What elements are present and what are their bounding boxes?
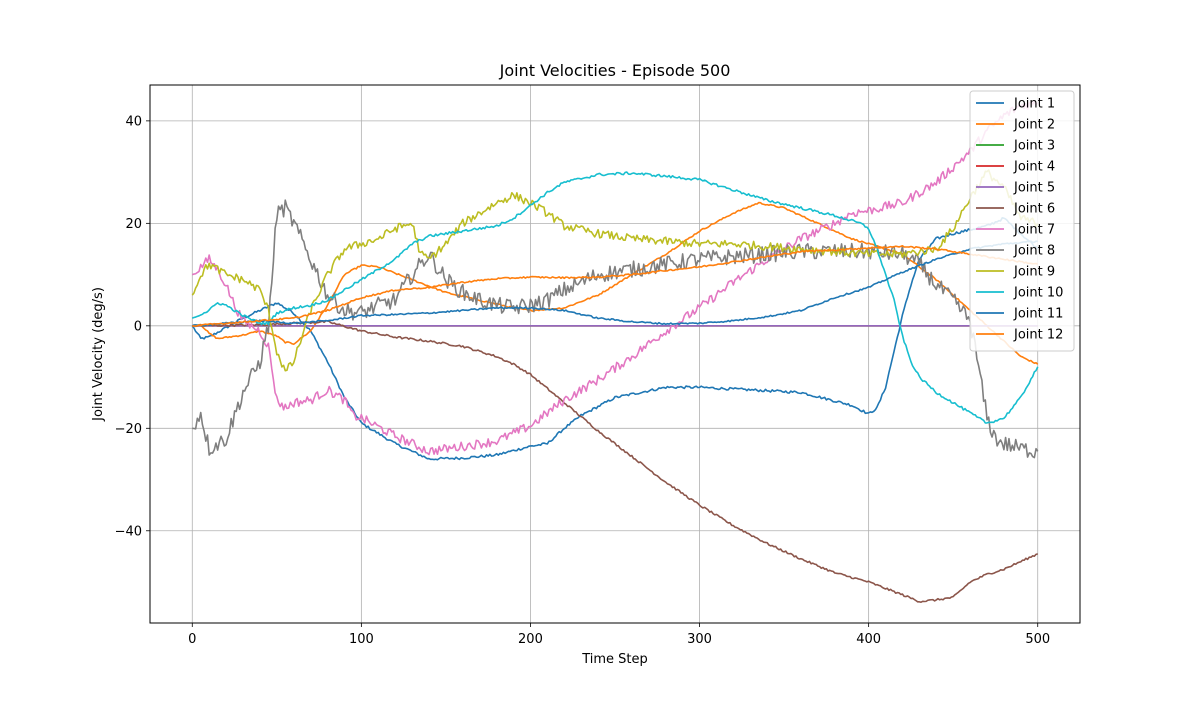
y-tick-label: −40 <box>115 524 142 539</box>
y-tick-label: 20 <box>125 217 142 232</box>
legend-label: Joint 5 <box>1013 181 1055 196</box>
x-tick-label: 400 <box>856 632 881 647</box>
plot-frame <box>149 84 1081 624</box>
y-tick-label: −20 <box>115 422 142 437</box>
series-line-joint-1 <box>191 217 1039 461</box>
series-line-joint-12 <box>192 244 1039 327</box>
legend-label: Joint 8 <box>1013 244 1055 259</box>
series-line-joint-11 <box>191 240 1038 327</box>
x-tick-label: 0 <box>188 632 196 647</box>
legend-label: Joint 1 <box>1013 97 1055 112</box>
x-axis-label: Time Step <box>581 652 648 667</box>
series-lines <box>191 100 1039 603</box>
series-line-joint-10 <box>191 171 1039 424</box>
y-tick-label: 0 <box>134 319 142 334</box>
x-tick-label: 200 <box>518 632 543 647</box>
x-tick-label: 300 <box>687 632 712 647</box>
legend-label: Joint 11 <box>1013 307 1063 322</box>
series-line-joint-9 <box>191 169 1039 372</box>
chart-title: Joint Velocities - Episode 500 <box>499 61 731 80</box>
x-tick-label: 100 <box>349 632 374 647</box>
legend: Joint 1 Joint 2 Joint 3 Joint 4 Joint 5 Joint… <box>969 90 1075 352</box>
y-tick-label: 40 <box>125 114 142 129</box>
axis-ticks: 0 100 200 300 400 500 −40 −20 0 20 40 <box>115 114 1051 647</box>
legend-label: Joint 7 <box>1013 223 1055 238</box>
series-line-joint-6 <box>192 320 1038 603</box>
y-axis-label: Joint Velocity (deg/s) <box>91 287 106 422</box>
legend-box <box>969 90 1075 352</box>
legend-label: Joint 4 <box>1013 160 1055 175</box>
legend-label: Joint 9 <box>1013 265 1055 280</box>
legend-label: Joint 10 <box>1013 286 1063 301</box>
series-line-joint-7 <box>192 100 1039 456</box>
series-line-joint-8 <box>192 199 1039 459</box>
legend-label: Joint 3 <box>1013 139 1055 154</box>
legend-label: Joint 6 <box>1013 202 1055 217</box>
legend-label: Joint 2 <box>1013 118 1055 133</box>
legend-label: Joint 12 <box>1013 328 1063 343</box>
grid <box>150 85 1080 623</box>
x-tick-label: 500 <box>1025 632 1050 647</box>
